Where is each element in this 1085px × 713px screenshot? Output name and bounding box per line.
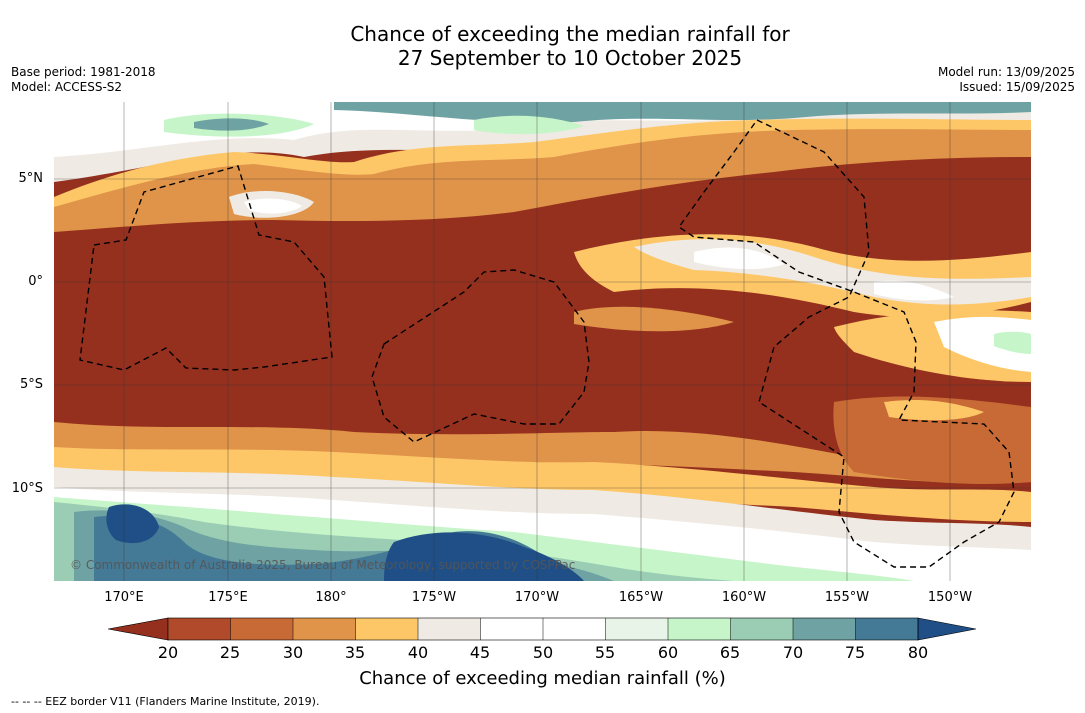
colorbar-segment-70-75 bbox=[793, 618, 856, 640]
lat-label-10s: 10°S bbox=[11, 481, 43, 496]
mid-orange-blob bbox=[574, 306, 734, 332]
title-line-2: 27 September to 10 October 2025 bbox=[397, 46, 743, 70]
colorbar-segment-65-70 bbox=[730, 618, 793, 640]
colorbar-segment-75-80 bbox=[855, 618, 918, 640]
southeast-orange bbox=[833, 396, 1031, 484]
east-green bbox=[994, 331, 1031, 354]
colorbar-tick-55: 55 bbox=[594, 643, 616, 662]
meta-left: Base period: 1981-2018 Model: ACCESS-S2 bbox=[11, 65, 156, 95]
map-title: Chance of exceeding the median rainfall … bbox=[0, 22, 1085, 70]
meta-right: Model run: 13/09/2025 Issued: 15/09/2025 bbox=[938, 65, 1075, 95]
colorbar-high-extend bbox=[917, 617, 977, 641]
colorbar bbox=[108, 617, 977, 641]
colorbar-segment-35-40 bbox=[355, 618, 418, 640]
copyright-text: © Commonwealth of Australia 2025, Bureau… bbox=[70, 558, 576, 572]
lon-label-155w: 155°W bbox=[824, 590, 870, 605]
eq-white-core bbox=[694, 247, 784, 270]
colorbar-segment-60-65 bbox=[668, 618, 731, 640]
lon-label-180: 180° bbox=[315, 590, 347, 605]
colorbar-tick-75: 75 bbox=[844, 643, 866, 662]
south-orange-band bbox=[54, 422, 1031, 484]
colorbar-tick-20: 20 bbox=[157, 643, 179, 662]
colorbar-tick-30: 30 bbox=[282, 643, 304, 662]
colorbar-dividers bbox=[230, 618, 856, 640]
colorbar-segment-50-55 bbox=[543, 618, 606, 640]
lon-label-170w: 170°W bbox=[514, 590, 560, 605]
north-green-right bbox=[474, 115, 584, 135]
base-period-text: Base period: 1981-2018 bbox=[11, 65, 156, 79]
colorbar-tick-80: 80 bbox=[907, 643, 929, 662]
lon-label-160w: 160°W bbox=[721, 590, 767, 605]
eez-legend-note: -- -- -- EEZ border V11 (Flanders Marine… bbox=[11, 695, 320, 708]
colorbar-segment-40-45 bbox=[418, 618, 481, 640]
lat-label-5s: 5°S bbox=[19, 377, 43, 392]
lon-label-175e: 175°E bbox=[208, 590, 248, 605]
colorbar-low-extend bbox=[108, 617, 169, 641]
colorbar-segment-30-35 bbox=[293, 618, 356, 640]
colorbar-label: Chance of exceeding median rainfall (%) bbox=[359, 668, 726, 689]
lon-label-150w: 150°W bbox=[927, 590, 973, 605]
north-teal-patch bbox=[194, 118, 269, 131]
southeast-yellow bbox=[884, 400, 984, 421]
colorbar-tick-70: 70 bbox=[782, 643, 804, 662]
title-line-1: Chance of exceeding the median rainfall … bbox=[350, 22, 790, 46]
map-svg bbox=[54, 102, 1031, 581]
lon-label-165w: 165°W bbox=[618, 590, 664, 605]
eez-borders bbox=[79, 119, 1015, 568]
eez-kiribati-gilbert bbox=[79, 165, 333, 371]
eq-white-core-right bbox=[874, 280, 954, 301]
colorbar-segment-45-50 bbox=[480, 618, 543, 640]
south-yellow-band bbox=[54, 447, 1031, 522]
model-text: Model: ACCESS-S2 bbox=[11, 80, 123, 94]
rainfall-map bbox=[54, 102, 1031, 581]
south-blue-patch-west bbox=[106, 504, 159, 544]
colorbar-tick-45: 45 bbox=[469, 643, 491, 662]
colorbar-tick-35: 35 bbox=[344, 643, 366, 662]
colorbar-tick-65: 65 bbox=[719, 643, 741, 662]
lat-label-0: 0° bbox=[28, 274, 43, 289]
colorbar-tick-40: 40 bbox=[407, 643, 429, 662]
lon-label-170e: 170°E bbox=[104, 590, 144, 605]
lon-label-175w: 175°W bbox=[411, 590, 457, 605]
colorbar-tick-60: 60 bbox=[657, 643, 679, 662]
colorbar-tick-25: 25 bbox=[219, 643, 241, 662]
issued-text: Issued: 15/09/2025 bbox=[959, 80, 1075, 94]
east-white bbox=[934, 316, 1031, 372]
colorbar-segment-20-25 bbox=[168, 618, 231, 640]
colorbar-segment-55-60 bbox=[605, 618, 668, 640]
north-white-patch-inner bbox=[244, 198, 302, 214]
map-gridlines bbox=[54, 102, 1031, 581]
eez-kiribati-phoenix bbox=[371, 269, 590, 443]
model-run-text: Model run: 13/09/2025 bbox=[937, 65, 1075, 79]
lat-label-5n: 5°N bbox=[18, 171, 44, 186]
colorbar-segment-25-30 bbox=[230, 618, 293, 640]
colorbar-tick-50: 50 bbox=[532, 643, 554, 662]
